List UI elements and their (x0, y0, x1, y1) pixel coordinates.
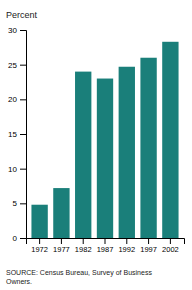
tick: 30 (8, 26, 26, 35)
tick: 15 (8, 130, 26, 139)
tick-label: 1997 (140, 245, 157, 254)
bar (140, 58, 156, 238)
tick: 5 (13, 199, 26, 208)
tick-mark (148, 238, 149, 244)
tick-mark (20, 30, 26, 31)
tick: 1977 (53, 238, 70, 254)
tick-label: 1982 (75, 245, 92, 254)
tick: 10 (8, 165, 26, 174)
tick: 20 (8, 95, 26, 104)
tick-label: 20 (8, 95, 17, 104)
y-axis: 0 5 10 15 20 25 30 (8, 26, 26, 243)
tick-label: 25 (8, 61, 17, 70)
annotation: SOURCE: Census Bureau, Survey of Busines… (6, 269, 152, 285)
plot: 0 5 10 15 20 25 30 1972 1977 1982 1987 1992 1997 2002 (8, 26, 184, 254)
tick-mark (20, 134, 26, 135)
tick: 1987 (97, 238, 114, 254)
x-axis: 1972 1977 1982 1987 1992 1997 2002 (27, 238, 185, 254)
tick-label: 1972 (31, 245, 48, 254)
tick-label: 2002 (162, 245, 179, 254)
bar (162, 42, 178, 238)
tick-mark (170, 238, 171, 244)
tick: 1972 (31, 238, 48, 254)
bar (31, 205, 47, 238)
annotation-line: SOURCE: Census Bureau, Survey of Busines… (6, 269, 152, 277)
tick: 25 (8, 61, 26, 70)
annotation-line: Owners. (6, 278, 32, 285)
bars (31, 42, 178, 238)
bar (53, 188, 69, 238)
tick: 1997 (140, 238, 157, 254)
bar (97, 79, 113, 238)
tick-mark (61, 238, 62, 244)
tick-label: 1992 (118, 245, 135, 254)
axis-line (20, 31, 27, 239)
bar (75, 72, 91, 238)
tick-mark (105, 238, 106, 244)
tick-label: 1987 (97, 245, 114, 254)
tick-mark (20, 65, 26, 66)
tick-label: 5 (13, 199, 18, 208)
tick-label: 30 (8, 26, 17, 35)
axis-line (27, 239, 185, 245)
tick: 2002 (162, 238, 179, 254)
tick: 1992 (118, 238, 135, 254)
tick-mark (20, 203, 26, 204)
tick-mark (126, 238, 127, 244)
y-axis-title: Percent (6, 10, 38, 20)
chart: 0 5 10 15 20 25 30 1972 1977 1982 1987 1992 1997 2002… (0, 0, 192, 290)
tick-mark (39, 238, 40, 244)
tick-label: 1977 (53, 245, 70, 254)
tick-mark (20, 238, 26, 239)
bar (119, 67, 135, 238)
tick: 0 (13, 234, 26, 243)
tick-label: 10 (8, 165, 17, 174)
tick-label: 0 (13, 234, 18, 243)
tick-mark (20, 169, 26, 170)
tick: 1982 (75, 238, 92, 254)
tick-mark (20, 99, 26, 100)
tick-mark (83, 238, 84, 244)
tick-label: 15 (8, 130, 17, 139)
